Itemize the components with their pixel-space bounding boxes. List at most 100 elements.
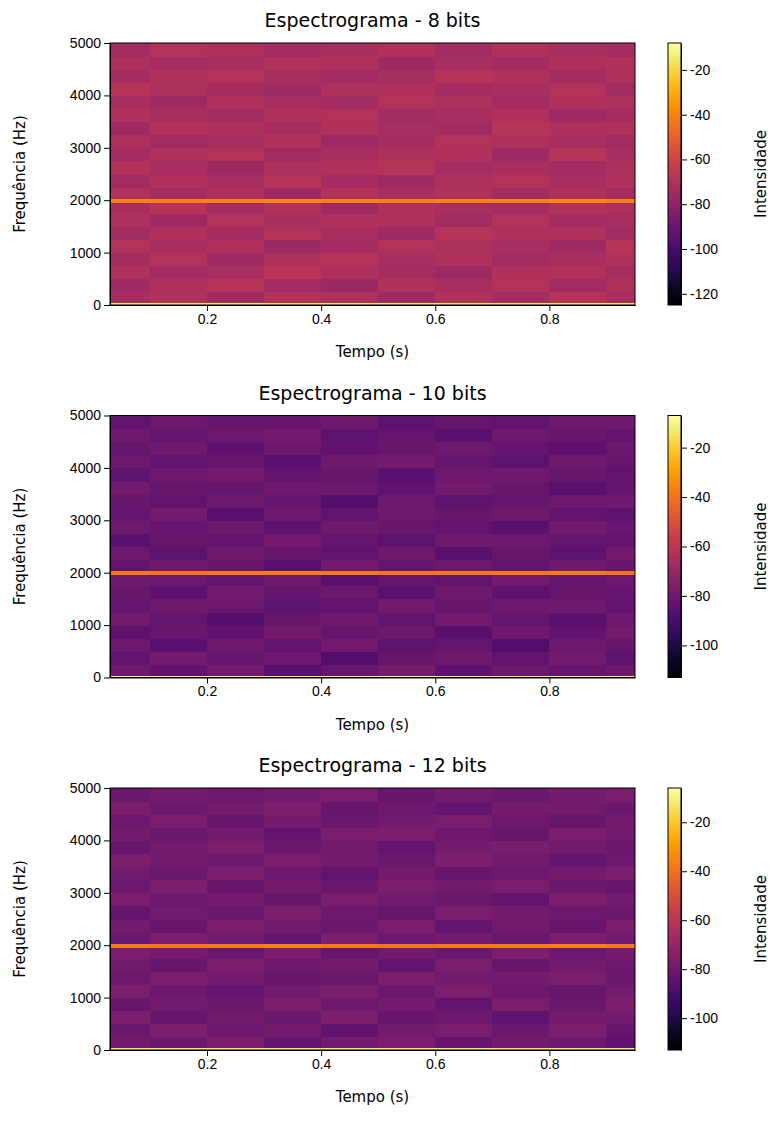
- cell: [549, 69, 607, 83]
- cell: [492, 998, 550, 1012]
- cell: [110, 971, 150, 985]
- cell: [378, 932, 436, 944]
- cell: [150, 279, 208, 293]
- cell: [492, 867, 550, 881]
- cell: [207, 854, 265, 868]
- cell: [110, 571, 150, 576]
- cell: [321, 943, 379, 948]
- cell: [264, 82, 322, 96]
- cell: [110, 599, 150, 613]
- cell: [207, 919, 265, 933]
- cell: [207, 575, 265, 587]
- cell: [606, 481, 635, 495]
- cell: [150, 56, 208, 70]
- y-tick-mark: [104, 416, 110, 417]
- cell: [321, 292, 379, 304]
- cell: [207, 1024, 265, 1038]
- cell: [492, 560, 550, 572]
- cell: [264, 638, 322, 652]
- cell: [150, 854, 208, 868]
- cell: [150, 187, 208, 199]
- cell: [150, 625, 208, 639]
- cell: [264, 507, 322, 521]
- cell: [150, 801, 208, 815]
- cell: [321, 947, 379, 959]
- cell: [150, 533, 208, 547]
- cell: [321, 664, 379, 676]
- cell: [492, 1011, 550, 1025]
- cell: [321, 612, 379, 626]
- cell: [549, 801, 607, 815]
- colorbar-tick-label: -60: [690, 912, 710, 928]
- cell: [549, 1037, 607, 1049]
- cell: [150, 109, 208, 123]
- cell: [207, 651, 265, 665]
- cell: [378, 1011, 436, 1025]
- colorbar-tick: -80: [681, 961, 710, 977]
- cell: [378, 43, 436, 57]
- y-tick-label: 2000: [70, 192, 101, 208]
- cell: [150, 95, 208, 109]
- cell: [110, 481, 150, 495]
- cell: [549, 507, 607, 521]
- cell: [321, 279, 379, 293]
- cell: [264, 494, 322, 508]
- x-tick-label: 0.8: [540, 311, 560, 327]
- cell: [435, 906, 493, 920]
- colorbar-gradient: [668, 416, 681, 678]
- cell: [207, 827, 265, 841]
- cell: [549, 571, 607, 576]
- colorbar-tick-mark: [681, 547, 687, 548]
- cell: [264, 971, 322, 985]
- cell: [435, 455, 493, 469]
- cell: [435, 43, 493, 57]
- cell: [150, 174, 208, 188]
- cell: [549, 109, 607, 123]
- cell: [549, 82, 607, 96]
- cell: [378, 135, 436, 149]
- cell: [606, 943, 635, 948]
- cell: [435, 560, 493, 572]
- colorbar-tick-label: -40: [690, 863, 710, 879]
- y-tick-mark: [104, 678, 110, 679]
- cell: [435, 56, 493, 70]
- y-axis-title: Frequência (Hz): [11, 860, 29, 978]
- cell: [207, 253, 265, 267]
- cell: [492, 494, 550, 508]
- cell: [549, 827, 607, 841]
- cell: [435, 429, 493, 443]
- cell: [492, 202, 550, 214]
- cell: [378, 638, 436, 652]
- y-tick: 4000: [70, 460, 110, 476]
- cell: [435, 814, 493, 828]
- cell: [606, 827, 635, 841]
- cell: [606, 651, 635, 665]
- colorbar-title: Intensidade: [752, 503, 770, 591]
- cell: [321, 651, 379, 665]
- y-tick: 2000: [70, 937, 110, 953]
- cell: [606, 213, 635, 227]
- cell: [606, 442, 635, 456]
- cell: [435, 840, 493, 854]
- cell: [321, 266, 379, 280]
- cell: [321, 1024, 379, 1038]
- x-tick-label: 0.8: [540, 683, 560, 699]
- cell: [378, 919, 436, 933]
- cell: [606, 638, 635, 652]
- cell: [492, 827, 550, 841]
- cell: [150, 985, 208, 999]
- cell: [264, 455, 322, 469]
- cell: [150, 599, 208, 613]
- cell: [321, 893, 379, 907]
- cell: [110, 187, 150, 199]
- cell: [378, 867, 436, 881]
- cell: [264, 198, 322, 203]
- cell: [606, 1037, 635, 1049]
- cell: [207, 266, 265, 280]
- cell: [492, 533, 550, 547]
- cell: [378, 599, 436, 613]
- cell: [492, 174, 550, 188]
- colorbar-tick: -80: [681, 196, 710, 212]
- cell: [264, 575, 322, 587]
- colorbar-tick-label: -20: [690, 62, 710, 78]
